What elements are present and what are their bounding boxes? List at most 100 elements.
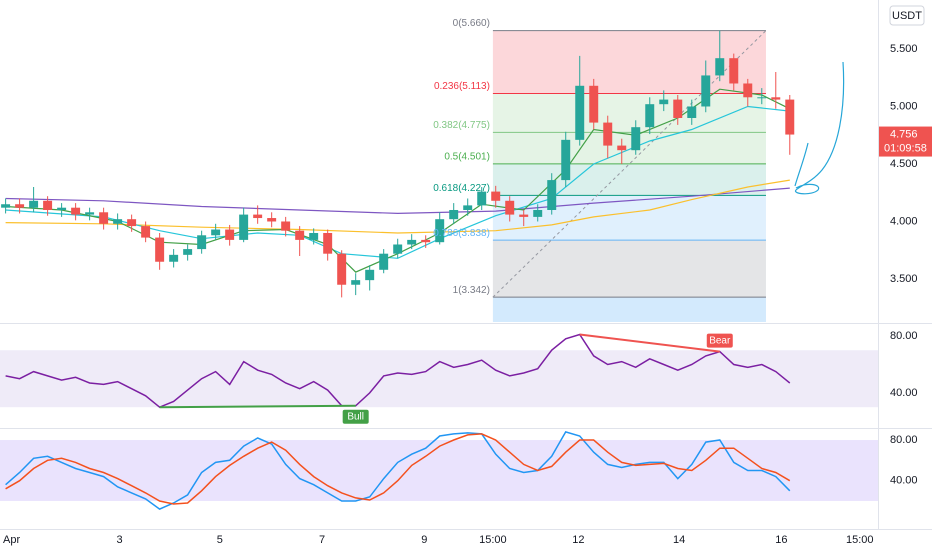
- candle-body: [99, 212, 109, 224]
- y-tick-label: 4.000: [890, 215, 918, 227]
- hand-drawing: [794, 142, 809, 187]
- x-tick-label: 15:00: [846, 534, 874, 546]
- candle-body: [267, 218, 277, 222]
- candle-body: [15, 204, 25, 208]
- indicator-line: [5, 333, 791, 409]
- fib-band: [492, 297, 766, 322]
- divergence-label: Bear: [709, 335, 731, 346]
- moving-average: [5, 105, 790, 259]
- candle-body: [645, 104, 655, 128]
- candle-body: [449, 209, 459, 220]
- indicator-band: [0, 350, 878, 408]
- candle-body: [533, 209, 543, 217]
- fib-band: [492, 195, 766, 241]
- candle-body: [211, 229, 221, 236]
- divergence-line: [159, 404, 356, 409]
- candle-body: [729, 58, 739, 84]
- candle-body: [757, 97, 767, 99]
- x-tick-label: 5: [217, 534, 223, 546]
- candle-body: [309, 232, 319, 240]
- marks-layer: [1, 30, 795, 510]
- moving-average: [5, 179, 790, 234]
- y-tick-label: 80.00: [890, 330, 918, 342]
- fib-label: 0.786(3.838): [433, 228, 490, 239]
- fib-label: 0.382(4.775): [433, 120, 490, 131]
- indicator-band: [0, 440, 878, 501]
- y-tick-label: 5.500: [890, 43, 918, 55]
- last-price-box: [879, 126, 932, 157]
- candle-body: [43, 200, 53, 210]
- fib-label: 1(3.342): [453, 285, 490, 296]
- candle-body: [491, 191, 501, 201]
- y-tick-label: 80.00: [890, 434, 918, 446]
- indicator-line: [5, 431, 791, 510]
- candle-body: [547, 180, 557, 210]
- candle-body: [589, 85, 599, 123]
- text-layer: Apr 3 5 7 9 15:00 12 14 16 15:00 5.500 5.000 4.500 4.…: [3, 18, 932, 546]
- x-tick-label: 15:00: [479, 534, 507, 546]
- hand-drawing: [794, 61, 845, 195]
- currency-box[interactable]: [889, 5, 925, 26]
- fib-band: [492, 132, 766, 164]
- fib-label: 0.5(4.501): [444, 152, 490, 163]
- candle-body: [169, 254, 179, 262]
- candle-body: [687, 106, 697, 118]
- candle-body: [421, 239, 431, 243]
- candle-body: [351, 280, 361, 285]
- last-price-label: 4.756: [890, 128, 918, 140]
- x-tick-label: 7: [319, 534, 325, 546]
- candle-body: [617, 145, 627, 151]
- candle-body: [29, 200, 39, 208]
- candle-body: [743, 83, 753, 98]
- candle-body: [435, 219, 445, 243]
- candle-body: [393, 244, 403, 254]
- y-tick-label: 4.500: [890, 158, 918, 170]
- divergence-badge: [706, 333, 733, 348]
- candle-body: [785, 99, 795, 135]
- moving-average: [5, 88, 791, 273]
- candle-body: [155, 237, 165, 262]
- candle-body: [337, 253, 347, 285]
- candle-body: [659, 99, 669, 105]
- candle-body: [505, 200, 515, 215]
- candle-body: [253, 214, 263, 219]
- fib-label: 0.236(5.113): [434, 81, 490, 92]
- candle-body: [127, 219, 137, 227]
- x-tick-label: 14: [673, 534, 685, 546]
- y-tick-label: 5.000: [890, 100, 918, 112]
- candle-body: [323, 232, 333, 254]
- countdown-label: 01:09:58: [884, 142, 927, 154]
- candle-body: [477, 191, 487, 206]
- y-tick-label: 40.00: [890, 475, 918, 487]
- candle-body: [673, 99, 683, 118]
- candle-body: [183, 249, 193, 255]
- divergence-label: Bull: [347, 411, 364, 422]
- candle-body: [631, 127, 641, 151]
- candle-body: [57, 207, 67, 210]
- fib-band: [492, 93, 766, 133]
- candle-body: [701, 75, 711, 107]
- x-tick-label: 3: [117, 534, 123, 546]
- candle-body: [281, 221, 291, 231]
- candle-body: [85, 212, 95, 215]
- candle-body: [225, 229, 235, 240]
- y-tick-label: 40.00: [890, 387, 918, 399]
- candle-body: [141, 226, 151, 238]
- candle-body: [407, 239, 417, 245]
- fib-band: [492, 240, 766, 298]
- candle-body: [71, 207, 81, 215]
- candle-body: [1, 204, 11, 208]
- divergence-line: [579, 333, 720, 353]
- candle-body: [603, 122, 613, 146]
- fib-label: 0.618(4.227): [433, 183, 490, 194]
- currency-label: USDT: [892, 10, 922, 22]
- candle-body: [239, 214, 249, 240]
- candle-body: [463, 205, 473, 210]
- candle-body: [197, 235, 207, 250]
- fib-band: [492, 163, 766, 196]
- fib-band: [492, 30, 766, 94]
- y-tick-label: 3.500: [890, 273, 918, 285]
- candle-body: [561, 139, 571, 181]
